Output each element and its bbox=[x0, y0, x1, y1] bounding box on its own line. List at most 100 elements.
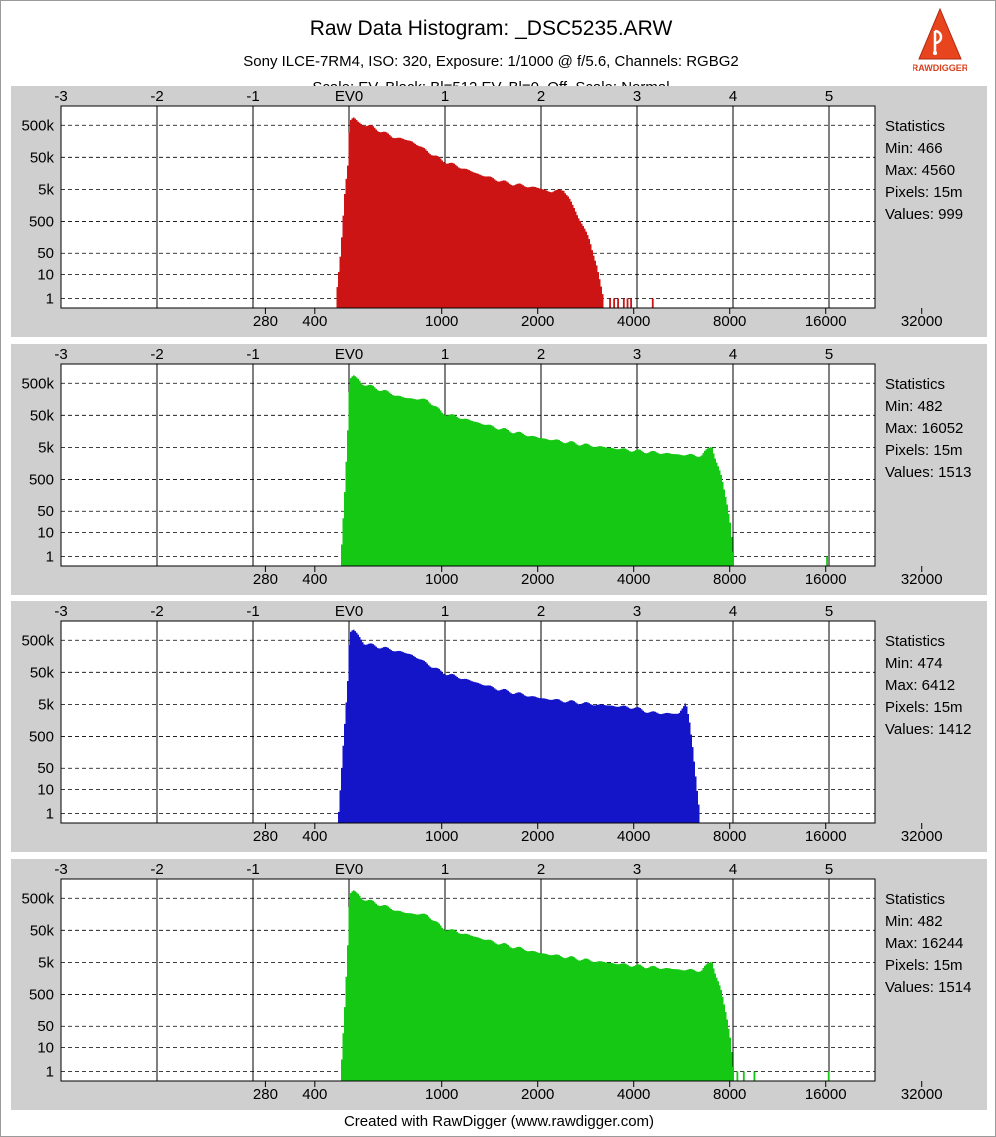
histogram-bar bbox=[422, 913, 424, 1081]
histogram-bar bbox=[555, 189, 557, 308]
histogram-bar bbox=[612, 705, 614, 823]
histogram-bar bbox=[536, 697, 538, 823]
histogram-bar bbox=[693, 970, 695, 1081]
histogram-bar bbox=[515, 184, 517, 308]
histogram-bar bbox=[603, 962, 605, 1081]
histogram-bar bbox=[594, 962, 596, 1081]
histogram-bar bbox=[714, 458, 716, 566]
histogram-bar bbox=[417, 914, 419, 1081]
histogram-bar bbox=[687, 969, 689, 1081]
ev-tick-label: 5 bbox=[825, 88, 833, 105]
count-tick-label: 500 bbox=[29, 986, 54, 1003]
ev-tick-label: 3 bbox=[633, 603, 641, 620]
histogram-bar bbox=[503, 428, 505, 566]
histogram-bar bbox=[384, 131, 386, 308]
histogram-bar bbox=[588, 959, 590, 1081]
histogram-bar bbox=[368, 643, 370, 823]
histogram-bar bbox=[377, 390, 379, 566]
histogram-bar bbox=[498, 690, 500, 823]
histogram-bar bbox=[365, 644, 367, 823]
histogram-bar bbox=[482, 939, 484, 1081]
histogram-bar bbox=[539, 438, 541, 566]
histogram-bar bbox=[410, 654, 412, 823]
histogram-bar bbox=[527, 187, 529, 308]
histogram-bar bbox=[593, 962, 595, 1081]
histogram-bar bbox=[344, 1007, 346, 1081]
histogram-bar bbox=[492, 687, 494, 823]
stats-max: Max: 4560 bbox=[885, 162, 956, 179]
stats-block-b: Statistics Min: 474 Max: 6412 Pixels: 15… bbox=[885, 631, 971, 741]
stats-values: Values: 1412 bbox=[885, 721, 972, 738]
histogram-bar bbox=[608, 705, 610, 823]
histogram-bar bbox=[593, 705, 595, 823]
histogram-bar bbox=[374, 127, 376, 308]
histogram-bar bbox=[353, 375, 355, 566]
histogram-bar bbox=[438, 408, 440, 566]
histogram-bar bbox=[558, 699, 560, 823]
histogram-bar bbox=[519, 946, 521, 1081]
histogram-bar bbox=[501, 943, 503, 1081]
histogram-bar bbox=[672, 713, 674, 823]
ev-tick-label: 2 bbox=[537, 346, 545, 363]
histogram-bar bbox=[420, 913, 422, 1081]
count-tick-label: 50k bbox=[30, 922, 55, 939]
histogram-bar bbox=[693, 761, 695, 823]
histogram-bar bbox=[621, 705, 623, 823]
histogram-bar bbox=[464, 678, 466, 823]
ev-tick-label: -2 bbox=[150, 603, 163, 620]
histogram-bar bbox=[441, 927, 443, 1081]
histogram-bar bbox=[363, 900, 365, 1081]
histogram-bar bbox=[686, 969, 688, 1081]
histogram-bar bbox=[677, 969, 679, 1081]
count-tick-label: 500k bbox=[21, 117, 54, 134]
histogram-bar bbox=[731, 1052, 733, 1081]
histogram-bar bbox=[491, 177, 493, 308]
histogram-bar bbox=[461, 679, 463, 823]
histogram-spike bbox=[617, 298, 619, 308]
histogram-bar bbox=[510, 184, 512, 308]
histogram-bar bbox=[471, 171, 473, 308]
histogram-bar bbox=[654, 451, 656, 566]
histogram-bar bbox=[555, 954, 557, 1081]
histogram-bar bbox=[366, 900, 368, 1081]
histogram-bar bbox=[726, 504, 728, 566]
histogram-bar bbox=[378, 390, 380, 566]
histogram-bar bbox=[464, 168, 466, 308]
histogram-bar bbox=[488, 424, 490, 566]
histogram-bar bbox=[342, 1033, 344, 1081]
histogram-bar bbox=[512, 433, 514, 566]
histogram-bar bbox=[618, 706, 620, 823]
histogram-bar bbox=[417, 658, 419, 823]
histogram-bar bbox=[480, 175, 482, 308]
histogram-bar bbox=[387, 906, 389, 1081]
histogram-bar bbox=[477, 422, 479, 566]
count-tick-label: 1 bbox=[46, 805, 54, 822]
histogram-bar bbox=[485, 424, 487, 566]
histogram-spike bbox=[613, 298, 616, 308]
histogram-bar bbox=[690, 453, 692, 566]
histogram-bar bbox=[380, 132, 382, 308]
histogram-bar bbox=[461, 933, 463, 1081]
histogram-bar bbox=[542, 953, 544, 1081]
histogram-bar bbox=[659, 968, 661, 1081]
ev-tick-label: 5 bbox=[825, 861, 833, 878]
histogram-bar bbox=[597, 704, 599, 823]
histogram-bar bbox=[678, 454, 680, 566]
histogram-bar bbox=[506, 689, 508, 823]
histogram-bar bbox=[554, 699, 556, 823]
histogram-bar bbox=[684, 970, 686, 1081]
histogram-bar bbox=[420, 659, 422, 823]
camera-info: Sony ILCE-7RM4, ISO: 320, Exposure: 1/10… bbox=[243, 53, 739, 70]
histogram-bar bbox=[359, 895, 361, 1081]
histogram-bar bbox=[693, 455, 695, 566]
histogram-bar bbox=[456, 417, 458, 566]
stats-block-g2: Statistics Min: 482 Max: 16244 Pixels: 1… bbox=[885, 889, 971, 999]
stats-max: Max: 16052 bbox=[885, 420, 964, 437]
histogram-bar bbox=[354, 376, 356, 566]
histogram-bar bbox=[729, 522, 731, 566]
histogram-bar bbox=[669, 713, 671, 823]
histogram-bar bbox=[644, 712, 646, 823]
histogram-bar bbox=[527, 951, 529, 1081]
histogram-bar bbox=[348, 644, 350, 823]
ev-tick-label: 4 bbox=[729, 346, 737, 363]
